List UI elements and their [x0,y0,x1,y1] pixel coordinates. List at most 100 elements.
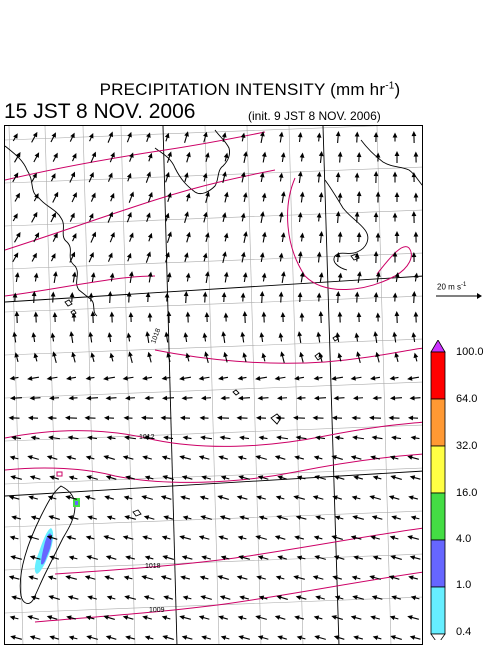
wind-vector [11,595,22,601]
wind-vector [126,131,132,143]
wind-vector [28,495,38,501]
wind-vector [105,395,117,401]
wind-vector [223,312,229,322]
wind-vector [331,455,343,460]
wind-vector [373,251,379,264]
wind-vector [261,192,267,202]
wind-vector [274,455,286,460]
grid-line [376,126,392,644]
wind-vector [166,151,172,163]
wind-vector [350,535,362,540]
wind-vector [318,151,324,164]
rain-cell-taiwan-mod [41,533,52,565]
wind-vector [162,395,175,401]
wind-vector [163,515,173,521]
wind-vector [257,555,269,560]
wind-vector [240,132,246,142]
wind-vector [184,211,189,223]
wind-vector [217,495,229,500]
wind-vector [375,232,381,242]
wind-vector [333,395,345,401]
reference-vector-label: 20 m s-1 [437,282,467,292]
wind-vector [123,415,133,421]
wind-vector [394,192,400,202]
wind-vector [126,252,132,262]
wind-vector [179,455,191,460]
coastline-shikoku [360,139,422,186]
wind-vector [392,331,398,343]
wind-vector [183,172,189,182]
wind-vector [67,435,79,441]
wind-vector [33,272,39,282]
wind-vector [392,212,398,222]
wind-vector [275,415,285,421]
grid-line [5,252,422,270]
wind-vector [409,635,421,640]
wind-vector [29,395,41,401]
wind-vector [316,132,322,142]
wind-vector [413,352,419,362]
wind-vector [124,595,136,600]
wind-vector [146,212,151,222]
wind-vector [125,555,136,561]
wind-vector [351,575,361,581]
wind-vector [179,535,191,540]
wind-vector [389,455,399,461]
wind-vector [123,495,133,501]
wind-vector [316,251,322,263]
wind-vector [255,535,267,540]
wind-vector [297,292,303,303]
wind-vector [277,475,287,481]
wind-vector [9,535,19,541]
wind-vector [105,475,117,480]
wind-vector [203,211,208,223]
wind-vector [240,251,246,263]
wind-vector [299,191,305,203]
wind-vector [29,555,41,560]
wind-vector [407,375,420,381]
wind-vector [122,455,134,460]
wind-vector [103,535,115,540]
wind-vector [337,151,343,163]
wind-vector [238,635,250,640]
wind-vector [125,475,136,481]
wind-vector [12,331,18,343]
wind-vector [335,252,341,263]
wind-vector [413,151,419,163]
wind-vector [217,415,230,421]
wind-vector [14,311,20,324]
wind-vector [201,475,211,481]
wind-vector [369,495,381,500]
grid-line [5,209,422,227]
wind-vector [371,435,383,441]
wind-vector [141,415,154,421]
wind-vector [166,272,172,283]
wind-vector [163,435,174,441]
wind-vector [203,131,208,143]
wind-vector [410,515,420,521]
grid-line [5,295,422,313]
wind-vector [353,395,364,401]
wind-vector [274,375,286,381]
wind-vector [146,132,151,142]
wind-vector [48,435,61,441]
wind-vector [104,415,115,421]
wind-vector [371,515,383,520]
wind-vector [354,332,360,342]
wind-vector [389,615,399,621]
wind-vector [179,375,192,381]
wind-vector [337,192,343,202]
wind-vector [237,535,247,541]
wind-vector [71,351,76,363]
wind-vector [65,495,77,500]
wind-vector [90,231,97,243]
wind-vector [296,395,306,401]
colorbar-segment [430,398,446,447]
wind-vector [240,292,246,302]
wind-vector [293,415,306,421]
wind-vector [122,375,134,381]
wind-vector [375,351,380,363]
isobar-3 [287,177,412,291]
wind-vector [411,252,417,263]
wind-vector [204,271,210,284]
